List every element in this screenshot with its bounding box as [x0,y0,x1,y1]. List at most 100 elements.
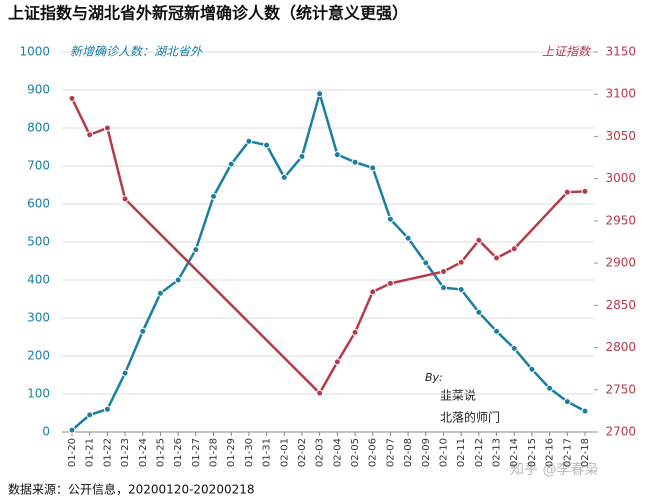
data-point [457,258,465,266]
data-point [316,389,324,397]
data-point [546,384,554,392]
x-tick-label: 01-21 [85,438,96,467]
data-point [210,192,218,200]
x-tick-label: 02-02 [297,438,308,467]
x-tick-label: 02-01 [279,438,290,467]
data-point [475,308,483,316]
data-point [563,398,571,406]
y2-tick-label: 2700 [605,425,636,439]
x-tick-label: 02-18 [580,438,591,467]
x-tick-label: 01-20 [67,438,78,467]
data-point [528,365,536,373]
data-point [121,369,129,377]
x-tick-label: 01-30 [244,438,255,467]
data-point [86,411,94,419]
data-point [86,131,94,139]
watermark: By: [425,371,443,384]
y-tick-label: 0 [42,425,50,439]
y-tick-label: 400 [27,273,50,287]
y-tick-label: 900 [27,83,50,97]
data-point [333,358,341,366]
y-tick-label: 100 [27,387,50,401]
data-point [139,327,147,335]
x-tick-label: 01-29 [226,438,237,467]
x-tick-label: 01-31 [262,438,273,467]
series-line [70,97,586,396]
y-tick-label: 200 [27,349,50,363]
data-point [156,289,164,297]
data-point [581,187,589,195]
data-point [475,236,483,244]
data-point [563,188,571,196]
x-tick-label: 02-04 [332,438,343,467]
y2-tick-label: 3150 [605,45,636,59]
y2-tick-label: 3000 [605,171,636,185]
data-point [493,327,501,335]
x-tick-label: 01-24 [138,438,149,467]
source-note: 数据来源：公开信息，20200120-20200218 [8,482,255,497]
data-point [103,405,111,413]
y2-tick-label: 2800 [605,340,636,354]
legend-label: 新增确诊人数：湖北省外 [70,45,203,59]
data-point [121,195,129,203]
y2-tick-label: 2950 [605,213,636,227]
data-point [227,160,235,168]
data-point [263,141,271,149]
x-tick-label: 01-23 [120,438,131,467]
x-tick-label: 02-15 [527,438,538,467]
data-point [493,254,501,262]
data-point [581,407,589,415]
data-point [298,153,306,160]
legend-label: 上证指数 [542,45,592,59]
data-point [510,344,518,352]
x-tick-label: 02-12 [474,438,485,467]
data-point [280,173,288,181]
y2-tick-label: 2900 [605,256,636,270]
watermark: 知乎 @李春枭 [510,461,598,478]
x-tick-label: 02-17 [562,438,573,467]
data-point [316,90,324,98]
data-point [245,137,253,145]
x-tick-label: 02-09 [421,438,432,467]
data-point [333,151,341,159]
y2-tick-label: 3100 [605,87,636,101]
x-tick-label: 02-11 [456,438,467,467]
x-tick-label: 01-26 [173,438,184,467]
x-tick-label: 02-08 [403,438,414,467]
y-tick-label: 500 [27,235,50,249]
data-point [351,328,359,336]
y2-tick-label: 2850 [605,298,636,312]
x-tick-label: 02-05 [350,438,361,467]
data-point [457,286,465,293]
y-tick-label: 800 [27,121,50,135]
series-line [71,89,586,432]
x-tick-label: 02-16 [545,438,556,467]
data-point [510,245,518,253]
x-tick-label: 02-06 [368,438,379,467]
y2-tick-label: 3050 [605,129,636,143]
x-tick-label: 01-27 [191,438,202,467]
y2-tick-label: 2750 [605,382,636,396]
data-point [174,276,182,284]
data-point [439,284,447,292]
data-point [369,288,377,296]
x-tick-label: 02-14 [509,438,520,467]
data-point [351,158,359,166]
data-point [439,268,447,276]
y-tick-label: 300 [27,311,50,325]
x-tick-label: 01-22 [102,438,113,467]
data-point [422,259,430,267]
chart-title: 上证指数与湖北省外新冠新增确诊人数（统计意义更强） [8,4,408,23]
y-tick-label: 700 [27,159,50,173]
x-tick-label: 02-07 [385,438,396,467]
x-tick-label: 02-03 [315,438,326,467]
x-tick-label: 02-10 [438,438,449,467]
watermark: 北落的师门 [440,410,500,425]
data-point [103,124,111,132]
x-tick-label: 02-13 [492,438,503,467]
watermark: 韭菜说 [440,388,476,403]
data-point [68,426,76,434]
data-point [369,164,377,172]
